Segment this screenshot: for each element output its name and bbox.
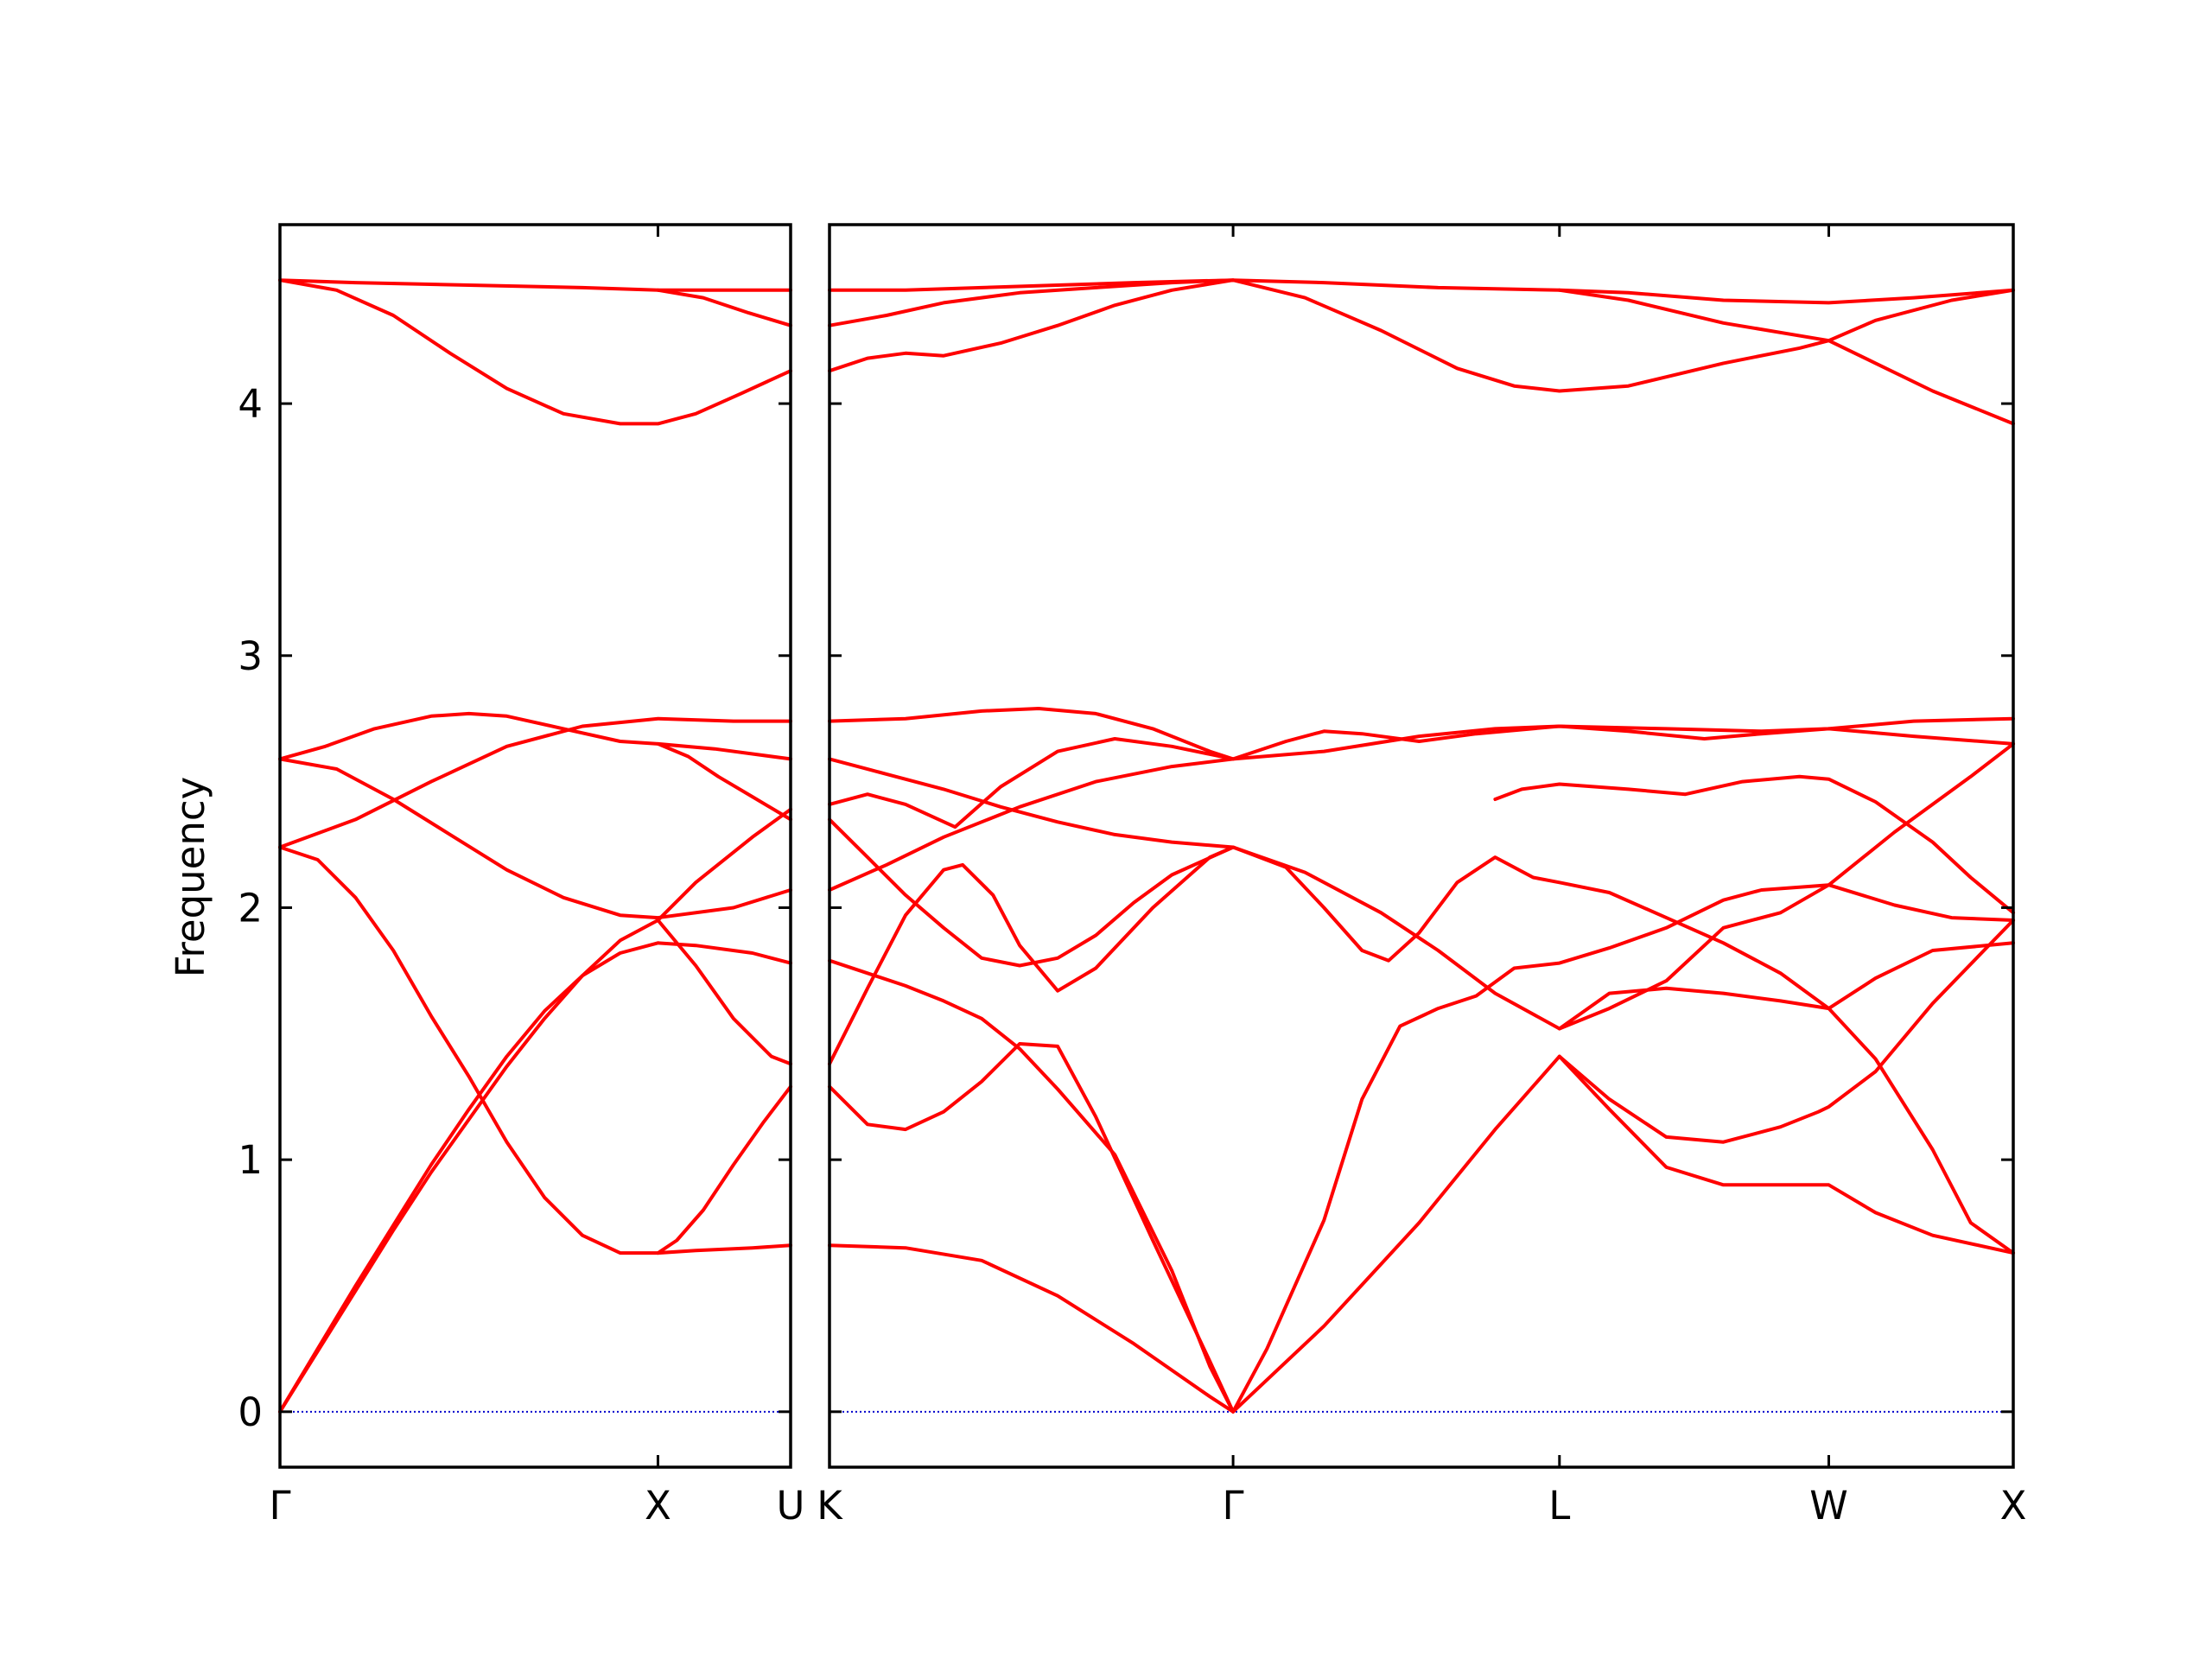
y-tick-label: 3: [238, 633, 263, 679]
band-line: [278, 278, 792, 426]
band-line: [278, 278, 792, 292]
band-line: [656, 1084, 792, 1255]
band-line: [828, 741, 2015, 1066]
band-line: [828, 1042, 1236, 1414]
band-line: [828, 1243, 1236, 1414]
band-line: [1231, 883, 2015, 1414]
y-tick-label: 0: [238, 1389, 263, 1435]
band-line: [1231, 918, 2015, 1414]
band-line: [828, 757, 1236, 849]
band-line: [1557, 288, 2015, 426]
x-tick-label: Γ: [269, 1483, 290, 1529]
band-line: [656, 288, 792, 327]
band-line: [1557, 986, 2015, 1255]
x-tick-label: W: [1809, 1483, 1848, 1529]
band-line: [278, 716, 792, 849]
band-line: [656, 918, 792, 1066]
band-line: [828, 817, 2015, 1011]
band-line: [828, 278, 2015, 305]
plot-frame: [828, 223, 2015, 1469]
band-line: [278, 807, 792, 1414]
x-tick-label: X: [645, 1483, 671, 1529]
band-line: [1493, 774, 2015, 915]
band-line: [828, 958, 1236, 1414]
y-axis-label: Frequency: [168, 777, 213, 977]
band-line: [278, 757, 792, 920]
band-line: [278, 941, 792, 1414]
band-line: [828, 737, 1236, 830]
y-tick-label: 1: [238, 1137, 263, 1183]
band-line: [278, 711, 792, 761]
band-line: [828, 278, 1236, 327]
x-tick-label: K: [817, 1483, 843, 1529]
x-tick-label: L: [1548, 1483, 1570, 1529]
band-line: [828, 716, 2015, 892]
x-tick-label: U: [777, 1483, 805, 1529]
band-line: [828, 278, 2015, 393]
band-line: [656, 741, 792, 822]
band-line: [278, 845, 792, 1255]
band-line: [828, 707, 2015, 761]
y-tick-label: 4: [238, 381, 263, 427]
x-tick-label: Γ: [1223, 1483, 1244, 1529]
band-line: [1557, 1054, 2015, 1255]
y-axis: 0 1 2 3 4: [238, 381, 263, 1435]
x-tick-label: X: [2000, 1483, 2027, 1529]
plot-frame: [278, 223, 792, 1469]
y-tick-label: 2: [238, 885, 263, 931]
